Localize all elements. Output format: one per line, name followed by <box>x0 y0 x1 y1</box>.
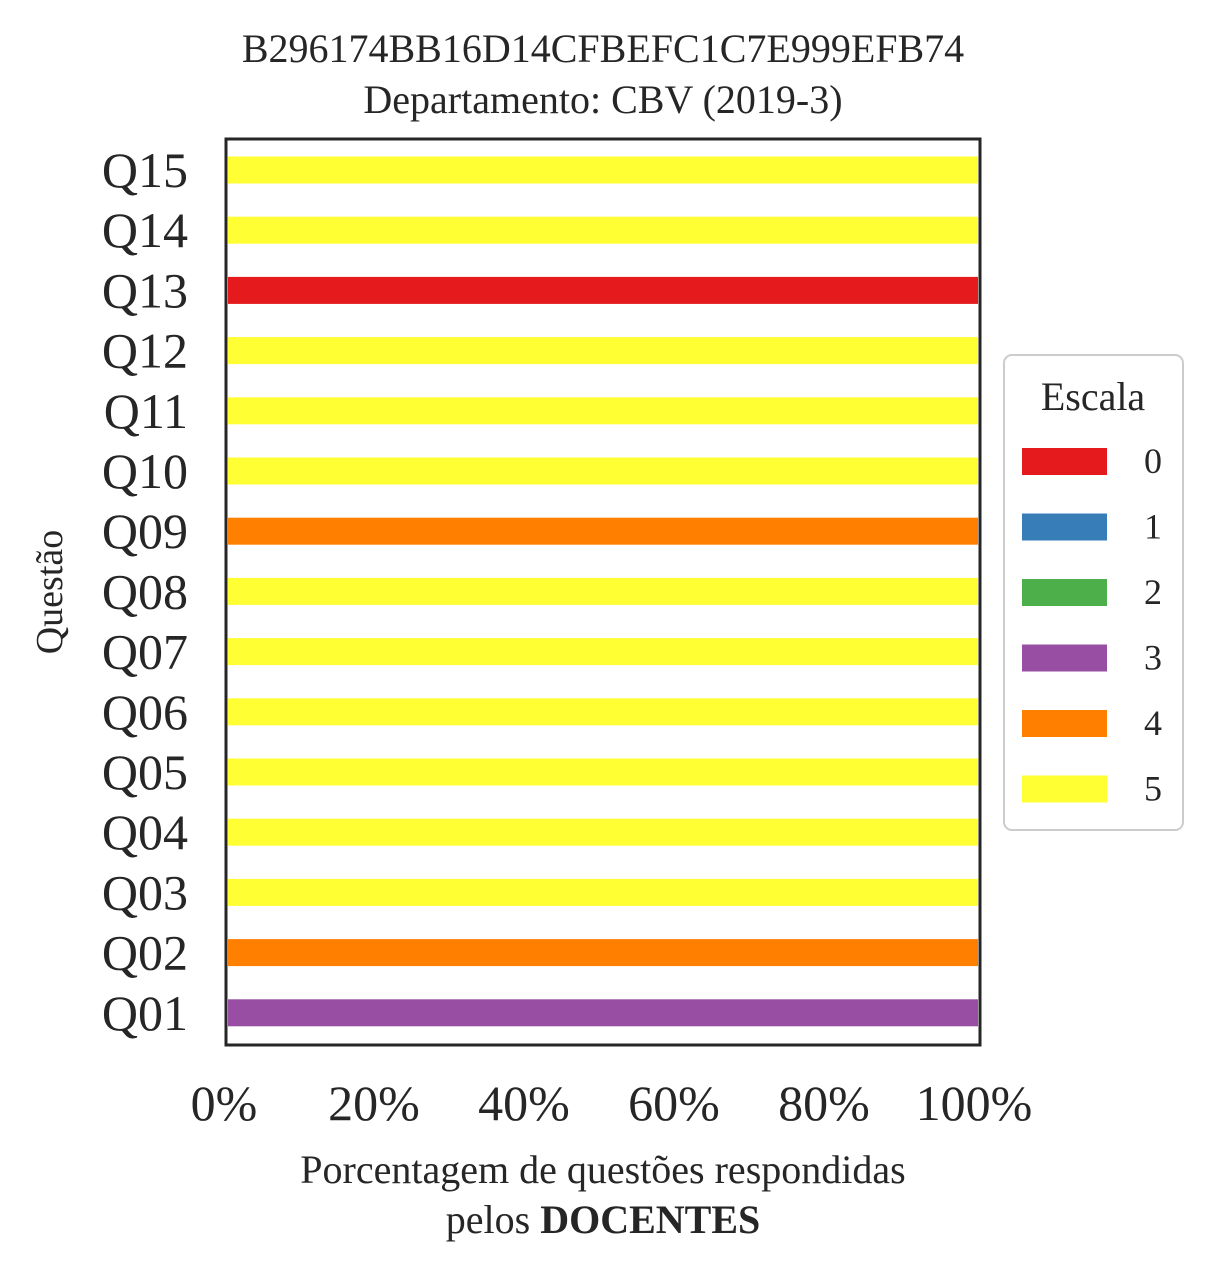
legend-label-1: 1 <box>1144 507 1162 547</box>
y-tick-label: Q02 <box>102 925 188 981</box>
legend-swatch-5 <box>1022 775 1107 803</box>
x-tick-labels: 0% 20% 40% 60% 80% 100% <box>191 1075 1033 1131</box>
y-tick-label: Q10 <box>102 443 188 499</box>
legend-label-0: 0 <box>1144 441 1162 481</box>
legend-label-4: 4 <box>1144 703 1162 743</box>
legend-swatch-4 <box>1022 710 1107 737</box>
x-tick-label: 60% <box>628 1075 720 1131</box>
x-axis-label-prefix: pelos <box>446 1197 530 1242</box>
bar-Q04-scale-5 <box>228 818 978 846</box>
y-tick-labels: Q01Q02Q03Q04Q05Q06Q07Q08Q09Q10Q11Q12Q13Q… <box>102 142 188 1041</box>
y-tick-label: Q04 <box>102 804 188 860</box>
x-tick-label: 0% <box>191 1075 258 1131</box>
chart-title: B296174BB16D14CFBEFC1C7E999EFB74 <box>242 26 964 71</box>
y-tick-label: Q13 <box>102 262 188 318</box>
legend: Escala 0 1 2 3 4 5 <box>1003 354 1184 831</box>
bar-Q13-scale-0 <box>228 276 978 304</box>
bar-Q15-scale-5 <box>228 156 978 184</box>
bar-Q09-scale-4 <box>228 517 978 545</box>
y-tick-label: Q11 <box>104 383 188 439</box>
plot-frame <box>224 137 982 1047</box>
y-axis-label: Questão <box>29 530 71 655</box>
legend-label-2: 2 <box>1144 572 1162 612</box>
bars-group <box>228 156 978 1027</box>
legend-label-3: 3 <box>1144 638 1162 678</box>
x-axis-label-line1: Porcentagem de questões respondidas <box>300 1147 905 1192</box>
x-tick-label: 100% <box>916 1075 1033 1131</box>
bar-Q11-scale-5 <box>228 397 978 425</box>
legend-swatch-2 <box>1022 579 1107 606</box>
y-tick-label: Q08 <box>102 563 188 619</box>
legend-label-5: 5 <box>1144 769 1162 809</box>
y-tick-label: Q03 <box>102 864 188 920</box>
x-tick-label: 20% <box>328 1075 420 1131</box>
y-tick-label: Q15 <box>102 142 188 198</box>
x-tick-label: 40% <box>478 1075 570 1131</box>
y-tick-label: Q05 <box>102 744 188 800</box>
legend-swatch-0 <box>1022 448 1107 475</box>
bar-Q07-scale-5 <box>228 638 978 666</box>
y-tick-label: Q09 <box>102 503 188 559</box>
bar-Q05-scale-5 <box>228 758 978 786</box>
legend-title: Escala <box>1041 374 1146 419</box>
bar-Q12-scale-5 <box>228 337 978 365</box>
bar-Q06-scale-5 <box>228 698 978 726</box>
chart-subtitle: Departamento: CBV (2019-3) <box>363 77 842 122</box>
bar-Q14-scale-5 <box>228 216 978 244</box>
y-tick-label: Q14 <box>102 202 188 258</box>
bar-Q01-scale-3 <box>228 999 978 1027</box>
legend-swatch-3 <box>1022 644 1107 672</box>
bar-Q02-scale-4 <box>228 939 978 967</box>
x-axis-label-line2: pelos DOCENTES <box>446 1197 761 1242</box>
y-tick-label: Q12 <box>102 323 188 379</box>
legend-items: 0 1 2 3 4 5 <box>1022 441 1162 809</box>
y-tick-label: Q01 <box>102 985 188 1041</box>
x-axis-label-bold: DOCENTES <box>540 1197 760 1242</box>
bar-Q08-scale-5 <box>228 577 978 605</box>
y-tick-label: Q07 <box>102 624 188 680</box>
bar-Q10-scale-5 <box>228 457 978 485</box>
legend-swatch-1 <box>1022 513 1107 541</box>
x-tick-label: 80% <box>778 1075 870 1131</box>
y-tick-label: Q06 <box>102 684 188 740</box>
bar-Q03-scale-5 <box>228 878 978 906</box>
